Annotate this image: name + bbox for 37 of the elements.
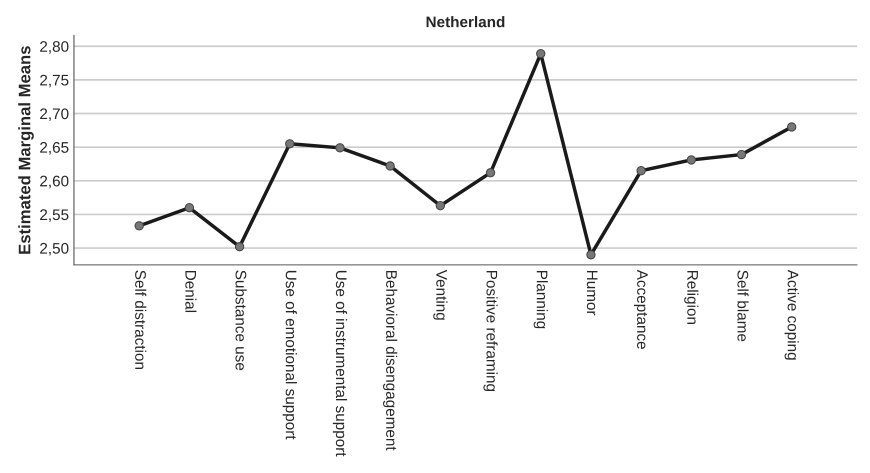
- x-tick-label: Use of emotional support: [282, 270, 297, 440]
- x-tick-label: Acceptance: [634, 270, 648, 349]
- x-tick-label: Active coping: [784, 270, 799, 360]
- x-tick-label: Self blame: [737, 270, 749, 342]
- point: [486, 168, 496, 178]
- point: [385, 161, 395, 171]
- y-tick-label: 2,60: [40, 176, 68, 188]
- y-tick-label: 2,55: [40, 209, 68, 222]
- x-tick-label: Religion: [684, 270, 698, 324]
- x-tick-label: Self distraction: [135, 270, 146, 369]
- chart-title: Netherland: [426, 16, 504, 28]
- point: [686, 155, 696, 165]
- y-tick-label: 2,70: [40, 108, 68, 122]
- point: [234, 242, 244, 252]
- point: [787, 122, 796, 132]
- x-tick-label: Denial: [185, 270, 197, 312]
- point: [134, 221, 144, 231]
- x-tick-label: Substance use: [235, 270, 247, 370]
- point: [636, 166, 646, 176]
- x-tick-label: Use of instrumental support: [332, 270, 348, 456]
- point: [436, 200, 446, 210]
- y-tick-label: 2,50: [40, 242, 68, 256]
- x-tick-label: Positive reframing: [483, 270, 498, 392]
- point: [184, 203, 194, 212]
- x-tick-label: Venting: [433, 270, 448, 320]
- point: [586, 250, 596, 260]
- x-tick-label: Behavioral disengagement: [383, 270, 398, 451]
- point: [335, 143, 345, 153]
- x-tick-label: Planning: [534, 270, 548, 328]
- y-axis-title: Estimated Marginal Means: [18, 46, 34, 254]
- y-tick-label: 2,75: [40, 74, 68, 88]
- y-tick-label: 2,65: [40, 142, 68, 155]
- point: [736, 150, 746, 160]
- x-tick-label: Humor: [586, 270, 598, 316]
- point: [536, 48, 546, 58]
- point: [285, 139, 294, 148]
- y-tick-label: 2,80: [40, 41, 68, 54]
